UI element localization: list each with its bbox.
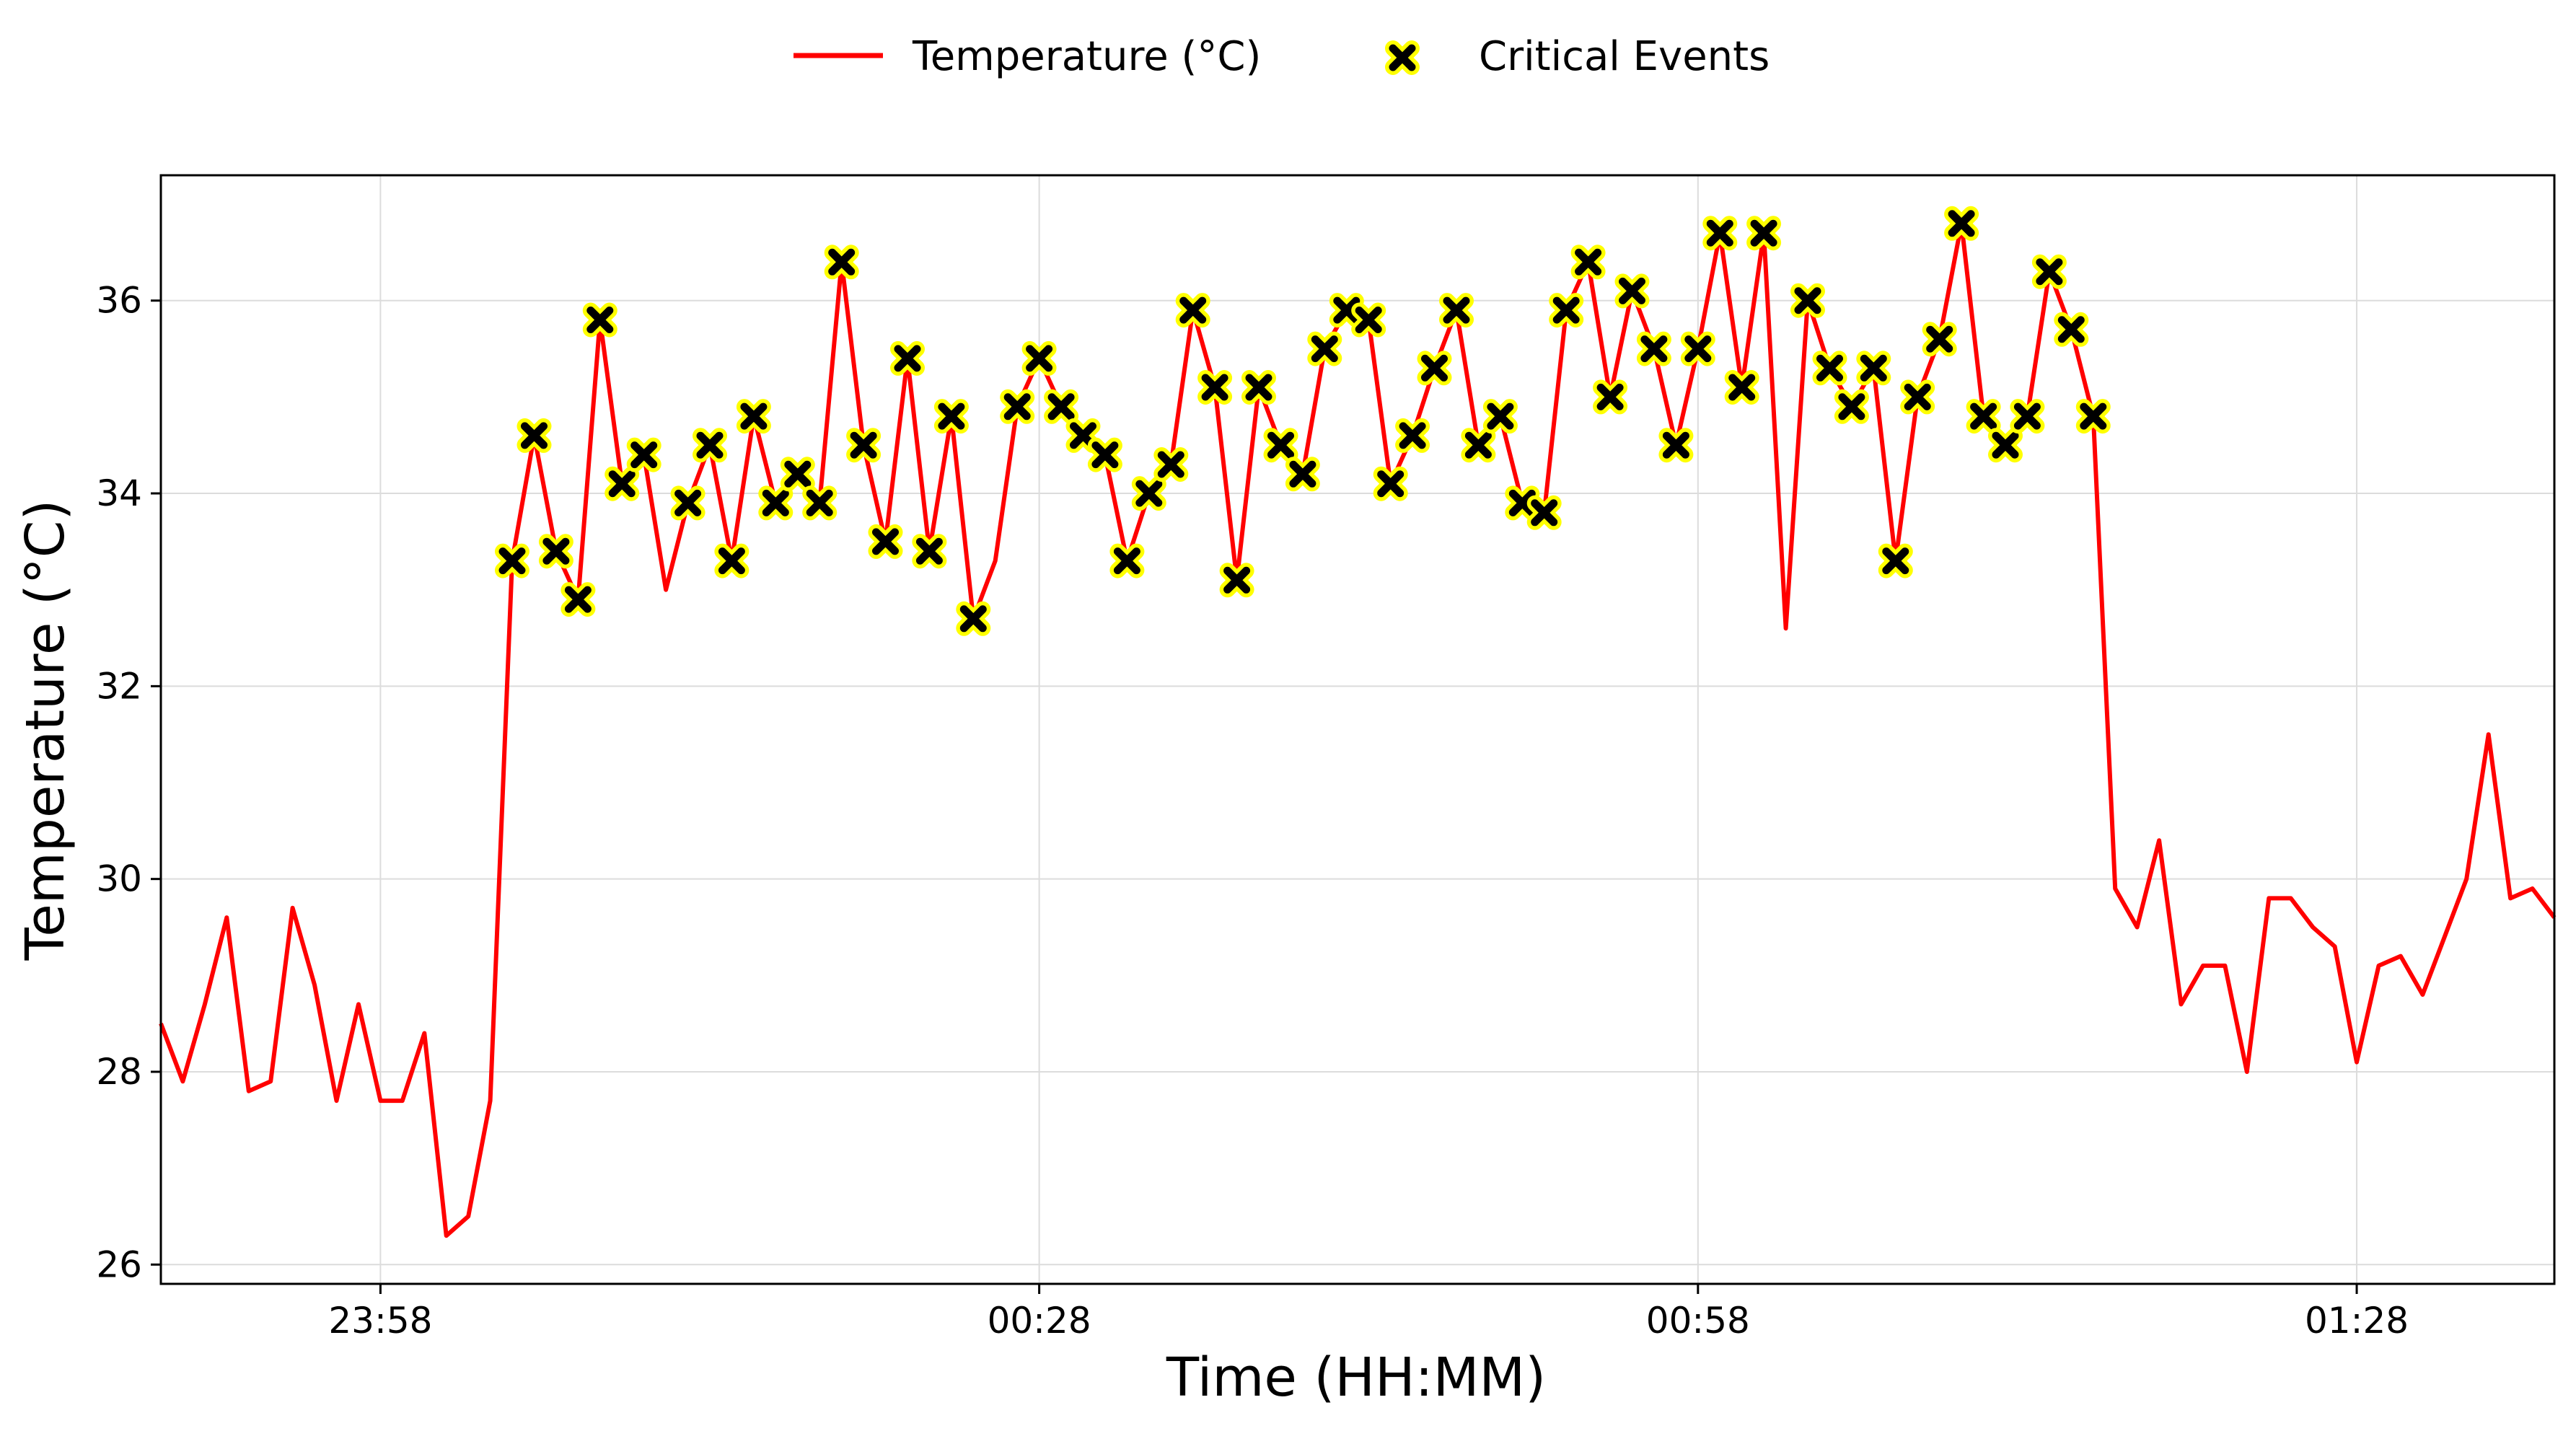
- critical-event-marker: [1197, 370, 1233, 405]
- critical-event-marker: [1966, 399, 2001, 434]
- legend: Temperature (°C) Critical Events: [794, 33, 1770, 80]
- critical-event-marker: [538, 534, 573, 569]
- critical-event-marker: [1087, 437, 1122, 472]
- critical-event-marker: [1439, 293, 1474, 328]
- critical-event-marker: [1724, 370, 1759, 405]
- critical-event-marker: [824, 245, 859, 280]
- critical-event-marker: [1263, 428, 1298, 463]
- critical-event-marker: [1373, 466, 1408, 501]
- critical-event-marker: [1526, 495, 1562, 530]
- y-tick-label: 26: [96, 1243, 142, 1285]
- x-tick-label: 23:58: [328, 1300, 432, 1342]
- critical-event-marker: [1636, 331, 1671, 366]
- critical-event-marker: [670, 485, 705, 521]
- critical-event-marker: [1834, 389, 1869, 424]
- critical-event-marker: [1329, 293, 1364, 328]
- critical-event-marker: [1746, 216, 1782, 251]
- critical-event-marker: [1680, 331, 1715, 366]
- critical-event-marker: [1307, 331, 1342, 366]
- critical-event-marker: [714, 543, 749, 578]
- critical-event-marker: [846, 428, 882, 463]
- critical-event-marker: [1131, 476, 1166, 511]
- critical-event-marker: [802, 485, 838, 521]
- critical-event-marker: [1790, 283, 1825, 318]
- critical-events-layer: [495, 206, 2111, 636]
- critical-event-marker: [626, 437, 661, 472]
- temperature-line-layer: [159, 221, 2557, 1238]
- critical-event-marker: [2054, 312, 2089, 347]
- critical-event-marker: [1395, 418, 1430, 453]
- critical-event-marker: [1153, 447, 1189, 482]
- y-tick-label: 36: [96, 280, 142, 322]
- y-tick-label: 30: [96, 858, 142, 900]
- critical-event-marker: [2075, 399, 2111, 434]
- y-tick-label: 28: [96, 1051, 142, 1093]
- critical-event-marker: [780, 457, 815, 492]
- critical-event-marker: [1988, 428, 2023, 463]
- critical-event-marker: [1175, 293, 1210, 328]
- critical-event-marker: [1878, 543, 1913, 578]
- plot-frame: [159, 174, 2556, 1285]
- critical-event-marker: [561, 582, 596, 617]
- critical-event-marker: [912, 534, 947, 569]
- temperature-series-line: [159, 221, 2557, 1238]
- critical-event-marker: [1285, 457, 1320, 492]
- critical-event-marker: [516, 418, 552, 453]
- x-axis-title: Time (HH:MM): [1166, 1347, 1546, 1409]
- critical-event-marker: [1505, 485, 1540, 521]
- critical-event-marker: [758, 485, 794, 521]
- critical-event-marker: [1417, 351, 1452, 386]
- x-tick-label: 00:58: [1646, 1300, 1750, 1342]
- critical-event-marker: [956, 601, 991, 636]
- critical-event-marker: [2031, 254, 2067, 289]
- x-tick-label: 00:28: [988, 1300, 1091, 1342]
- x-tick-label: 01:28: [2305, 1300, 2409, 1342]
- critical-event-marker: [890, 340, 925, 376]
- critical-event-marker: [933, 399, 969, 434]
- critical-event-marker: [1922, 322, 1957, 357]
- critical-event-marker: [1241, 370, 1276, 405]
- critical-event-marker: [1000, 389, 1035, 424]
- critical-event-marker: [1614, 273, 1650, 309]
- critical-event-marker: [1856, 351, 1891, 386]
- critical-event-marker: [1461, 428, 1496, 463]
- critical-event-marker: [605, 466, 640, 501]
- critical-event-marker: [1109, 543, 1145, 578]
- critical-event-marker: [1351, 302, 1386, 338]
- critical-event-marker: [495, 543, 529, 578]
- axes-layer: 23:58 00:28 00:58 01:28 26 28 30 32 34 36: [96, 174, 2556, 1342]
- y-tick-label: 34: [96, 472, 142, 514]
- critical-event-marker: [1658, 428, 1694, 463]
- legend-temperature-label: Temperature (°C): [912, 33, 1261, 80]
- critical-event-marker: [693, 428, 727, 463]
- critical-event-marker: [1044, 389, 1079, 424]
- grid-layer: [161, 175, 2554, 1284]
- critical-event-marker: [1482, 399, 1518, 434]
- critical-event-marker: [1549, 293, 1584, 328]
- critical-event-marker: [1219, 563, 1254, 598]
- critical-event-marker: [2010, 399, 2045, 434]
- y-tick-label: 32: [96, 665, 142, 707]
- critical-event-marker: [868, 524, 903, 559]
- critical-event-marker: [1021, 340, 1057, 376]
- critical-event-marker: [1570, 245, 1606, 280]
- critical-event-marker: [1812, 351, 1847, 386]
- legend-critical-events-swatch: [1385, 40, 1420, 75]
- critical-event-marker: [1900, 379, 1935, 415]
- critical-event-marker: [736, 399, 771, 434]
- critical-event-marker: [1944, 206, 1979, 241]
- legend-critical-events-label: Critical Events: [1479, 33, 1770, 80]
- critical-event-marker: [1593, 379, 1628, 415]
- y-axis-title: Temperature (°C): [14, 500, 76, 961]
- critical-event-marker: [1702, 216, 1738, 251]
- critical-event-marker: [582, 302, 617, 338]
